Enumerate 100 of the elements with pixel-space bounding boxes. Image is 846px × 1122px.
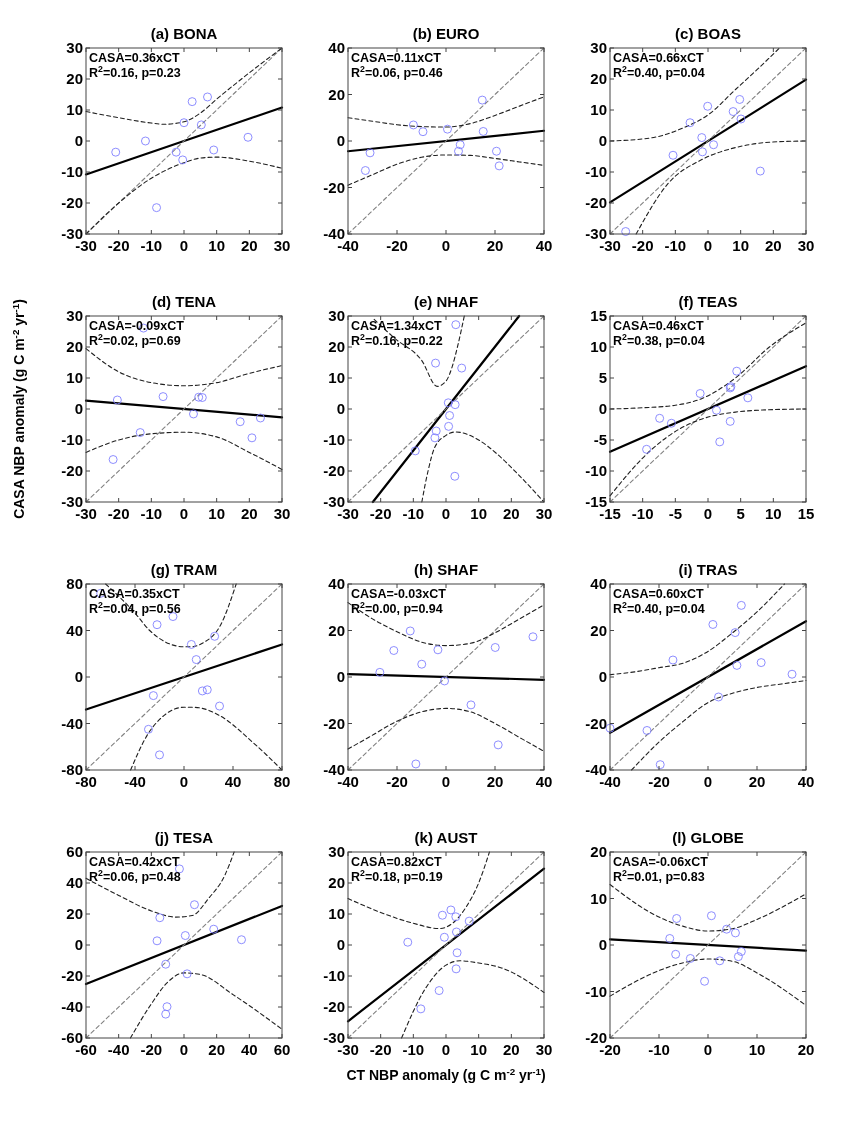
x-tick-label: -20 bbox=[107, 505, 130, 522]
y-tick-label: 10 bbox=[590, 889, 607, 907]
chart-title: (k) AUST bbox=[414, 829, 478, 846]
x-tick-label: 40 bbox=[535, 237, 553, 254]
point bbox=[451, 964, 461, 974]
x-tick-label: 30 bbox=[797, 237, 815, 254]
y-tick-label: 40 bbox=[66, 874, 83, 891]
point bbox=[152, 620, 162, 630]
point bbox=[186, 640, 196, 649]
x-tick-label: 20 bbox=[208, 1041, 226, 1058]
y-tick-label: 0 bbox=[74, 936, 83, 953]
point bbox=[477, 95, 487, 105]
point bbox=[431, 426, 441, 436]
point bbox=[148, 691, 158, 701]
chart-title: (a) BONA bbox=[150, 25, 218, 42]
point bbox=[202, 685, 212, 695]
point bbox=[440, 676, 449, 686]
x-tick-label: 30 bbox=[273, 237, 291, 254]
x-axis-title: CT NBP anomaly (g C m$^{-2}$ yr$^{-1}$) bbox=[346, 1065, 546, 1083]
x-tick-label: 40 bbox=[224, 773, 242, 790]
x-tick-label: 20 bbox=[486, 237, 504, 254]
point bbox=[736, 114, 746, 124]
x-tick-label: -20 bbox=[107, 237, 130, 254]
x-tick-label: 10 bbox=[748, 1041, 766, 1058]
point bbox=[403, 937, 413, 947]
point bbox=[743, 393, 753, 403]
x-tick-label: -20 bbox=[140, 1041, 163, 1058]
x-tick-label: -20 bbox=[386, 773, 408, 790]
point bbox=[451, 320, 461, 330]
line-series bbox=[85, 156, 283, 235]
point bbox=[715, 956, 725, 966]
point bbox=[141, 136, 150, 146]
point bbox=[452, 927, 461, 937]
y-tick-label: 0 bbox=[598, 936, 607, 953]
line-series bbox=[130, 706, 283, 771]
x-tick-label: -10 bbox=[631, 505, 654, 522]
x-tick-label: 20 bbox=[748, 773, 766, 790]
y-tick-label: 15 bbox=[590, 307, 607, 324]
point bbox=[698, 147, 707, 157]
point bbox=[697, 133, 707, 143]
x-tick-label: 20 bbox=[240, 505, 258, 522]
chart-title: (d) TENA bbox=[151, 293, 217, 310]
point bbox=[144, 724, 153, 734]
point bbox=[180, 931, 190, 940]
x-tick-label: -40 bbox=[124, 773, 146, 790]
x-tick-label: -10 bbox=[140, 237, 163, 254]
y-tick-label: 30 bbox=[66, 307, 83, 324]
chart-title: (e) NHAF bbox=[413, 293, 479, 310]
y-tick-label: -15 bbox=[585, 493, 607, 510]
point bbox=[237, 935, 246, 945]
point bbox=[730, 928, 740, 938]
y-tick-label: -10 bbox=[323, 967, 345, 984]
x-tick-label: 30 bbox=[273, 505, 291, 522]
x-tick-label: 40 bbox=[535, 773, 553, 790]
y-tick-label: -80 bbox=[61, 761, 83, 778]
y-tick-label: -40 bbox=[585, 761, 607, 778]
point bbox=[668, 655, 678, 665]
y-tick-label: 20 bbox=[328, 621, 345, 639]
x-tick-label: 30 bbox=[535, 505, 553, 522]
y-tick-label: 30 bbox=[328, 307, 345, 324]
point bbox=[152, 936, 162, 946]
point bbox=[417, 659, 427, 669]
point bbox=[706, 911, 716, 921]
annotation: R$^{2}$=0.16, p=0.23 bbox=[89, 64, 181, 80]
x-tick-label: 0 bbox=[441, 505, 451, 522]
point bbox=[365, 148, 375, 158]
point bbox=[455, 140, 465, 150]
y-tick-label: -20 bbox=[61, 194, 83, 211]
y-tick-label: 20 bbox=[590, 843, 607, 860]
point bbox=[411, 759, 421, 769]
y-tick-label: 10 bbox=[328, 905, 345, 922]
y-tick-label: 10 bbox=[66, 101, 83, 118]
x-tick-label: -20 bbox=[631, 237, 654, 254]
x-tick-label: 0 bbox=[703, 237, 713, 254]
point bbox=[444, 421, 454, 431]
x-tick-label: 80 bbox=[273, 773, 291, 790]
y-tick-label: -40 bbox=[323, 225, 345, 242]
y-tick-label: -40 bbox=[323, 761, 345, 778]
x-tick-label: 0 bbox=[703, 505, 713, 522]
point bbox=[665, 934, 675, 943]
point bbox=[196, 120, 206, 130]
annotation: CASA=0.35xCT bbox=[89, 587, 181, 601]
point bbox=[709, 140, 718, 150]
point bbox=[464, 916, 474, 926]
y-tick-label: 0 bbox=[336, 132, 345, 149]
annotation: R$^{2}$=0.06, p=0.48 bbox=[89, 868, 181, 884]
point bbox=[642, 444, 652, 454]
point bbox=[408, 120, 418, 130]
y-tick-label: -30 bbox=[61, 493, 83, 510]
x-tick-label: 0 bbox=[179, 1041, 189, 1058]
point bbox=[450, 471, 460, 481]
point bbox=[685, 954, 695, 963]
y-tick-label: 40 bbox=[590, 575, 607, 592]
annotation: CASA=0.42xCT bbox=[89, 855, 181, 869]
point bbox=[492, 146, 501, 156]
point bbox=[210, 631, 220, 641]
y-tick-label: 0 bbox=[336, 936, 345, 953]
line-series bbox=[347, 851, 490, 930]
point bbox=[756, 658, 766, 668]
x-tick-label: 0 bbox=[179, 505, 189, 522]
